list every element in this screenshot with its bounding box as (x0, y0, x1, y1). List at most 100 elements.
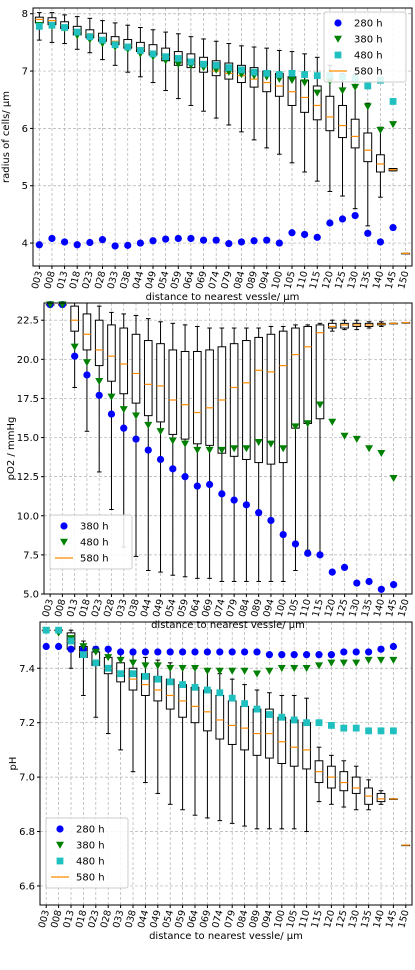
point-380h (287, 77, 296, 85)
point-380h (104, 654, 113, 662)
x-tick-label: 054 (156, 270, 171, 290)
x-tick-label: 100 (270, 270, 285, 290)
point-480h (352, 435, 361, 443)
legend-label: 380 h (354, 35, 383, 46)
x-tick-label: 074 (207, 270, 222, 290)
point-380h (376, 126, 385, 134)
plot-frame (32, 7, 413, 267)
x-axis-label: distance to nearest vessle/ µm (151, 620, 305, 631)
box-iqr (143, 340, 153, 417)
x-tick-label: 044 (136, 909, 151, 929)
point-380h (132, 435, 140, 443)
point-480h (174, 55, 182, 62)
point-380h (215, 667, 224, 675)
box-iqr (312, 85, 322, 121)
x-tick-label: 069 (194, 270, 209, 290)
x-tick-label: 079 (219, 270, 234, 290)
legend-marker (60, 538, 68, 546)
point-480h (200, 60, 207, 68)
x-tick-label: 145 (384, 909, 399, 929)
box-iqr (351, 776, 361, 794)
point-380h (91, 648, 100, 656)
y-tick-label: 10.0 (17, 511, 39, 522)
point-280h (42, 642, 50, 651)
point-480h (187, 58, 195, 66)
legend-label: 480 h (76, 857, 105, 868)
point-280h (237, 238, 246, 246)
point-480h (48, 21, 56, 29)
point-480h (390, 727, 397, 735)
x-tick-label: 105 (286, 598, 301, 618)
point-480h (315, 719, 323, 727)
box-iqr (338, 104, 347, 139)
point-480h (217, 446, 226, 454)
x-tick-label: 120 (323, 598, 338, 618)
point-280h (199, 236, 208, 244)
x-tick-label: 145 (384, 270, 399, 290)
point-280h (98, 236, 107, 244)
box-iqr (277, 716, 287, 764)
box-iqr (266, 333, 276, 465)
point-280h (351, 211, 359, 220)
box-iqr (340, 322, 349, 329)
point-480h (181, 440, 190, 448)
point-380h (389, 121, 398, 129)
x-tick-label: 028 (102, 598, 117, 618)
point-480h (149, 50, 157, 58)
point-480h (253, 705, 261, 713)
chart-ph: 6.66.87.07.27.40030080130180230280330380… (8, 621, 413, 942)
point-480h (279, 445, 288, 453)
y-tick-label: 15.0 (17, 433, 39, 444)
x-tick-label: 140 (372, 598, 387, 618)
point-480h (154, 675, 162, 683)
x-tick-label: 135 (358, 270, 373, 290)
point-280h (216, 648, 224, 656)
point-380h (267, 516, 275, 525)
point-480h (107, 393, 116, 401)
box-iqr (215, 694, 225, 740)
legend-label: 580 h (76, 873, 105, 884)
point-480h (225, 64, 233, 72)
y-tick-label: 6.8 (19, 827, 35, 838)
point-480h (205, 446, 214, 454)
y-tick-label: 12.5 (17, 472, 39, 483)
point-480h (328, 418, 337, 426)
x-tick-label: 094 (257, 270, 272, 290)
x-tick-label: 028 (93, 270, 108, 290)
x-tick-label: 059 (169, 270, 184, 290)
point-280h (288, 229, 296, 237)
legend-marker (334, 51, 342, 59)
point-280h (389, 642, 397, 651)
x-tick-label: 023 (90, 598, 105, 618)
box-iqr (131, 333, 141, 404)
x-tick-label: 018 (68, 270, 83, 290)
x-tick-label: 049 (144, 270, 159, 290)
box-iqr (180, 351, 190, 440)
point-280h (136, 239, 144, 247)
plot-frame (39, 621, 413, 906)
point-480h (132, 412, 140, 420)
x-tick-label: 125 (333, 270, 348, 290)
point-280h (212, 236, 220, 244)
x-tick-label: 100 (272, 909, 287, 929)
x-tick-label: 054 (161, 909, 176, 929)
x-tick-label: 110 (298, 598, 313, 618)
x-tick-label: 013 (62, 909, 77, 929)
x-tick-label: 038 (124, 909, 139, 929)
point-380h (327, 659, 336, 667)
x-tick-label: 130 (347, 909, 362, 929)
x-tick-label: 023 (86, 909, 101, 929)
x-tick-label: 049 (148, 909, 163, 929)
legend-label: 580 h (80, 554, 109, 565)
y-tick-label: 5 (22, 181, 28, 192)
x-tick-label: 150 (396, 909, 411, 929)
point-280h (365, 648, 373, 656)
point-380h (265, 667, 274, 675)
point-280h (352, 648, 360, 656)
x-tick-label: 084 (237, 598, 252, 618)
point-280h (124, 241, 132, 249)
point-280h (376, 238, 385, 246)
x-tick-label: 033 (114, 598, 129, 618)
x-tick-label: 044 (131, 270, 146, 290)
point-480h (230, 445, 239, 453)
